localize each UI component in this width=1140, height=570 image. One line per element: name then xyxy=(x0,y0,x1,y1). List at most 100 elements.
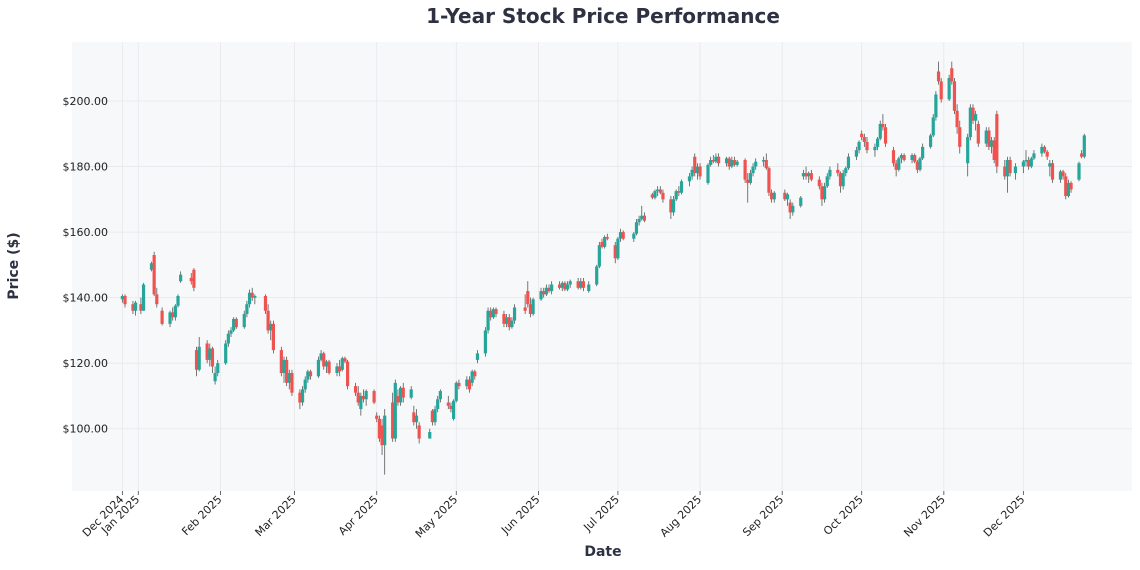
candle-down xyxy=(987,127,991,151)
candle-body xyxy=(823,186,827,200)
candle-up xyxy=(754,158,758,170)
candle-down xyxy=(971,104,975,124)
candle-body xyxy=(433,409,437,423)
candle-up xyxy=(801,169,805,180)
candle-body xyxy=(470,371,474,383)
candle-body xyxy=(595,266,599,285)
candle-up xyxy=(510,317,514,329)
candle-down xyxy=(770,189,774,203)
candle-body xyxy=(544,287,548,295)
x-tick-label: Jun 2025 xyxy=(498,493,542,537)
candle-up xyxy=(921,143,925,160)
candle-body xyxy=(192,269,196,288)
candle-body xyxy=(1008,159,1012,174)
candle-body xyxy=(1005,159,1010,177)
candle-up xyxy=(340,356,344,372)
candle-up xyxy=(791,202,795,216)
candle-body xyxy=(229,330,233,334)
candle-body xyxy=(152,255,156,295)
candle-up xyxy=(706,163,710,185)
candle-body xyxy=(316,359,321,377)
candle-body xyxy=(616,238,620,259)
candle-down xyxy=(396,389,400,406)
candle-body xyxy=(542,291,546,295)
candle-body xyxy=(253,295,257,298)
candle-down xyxy=(894,159,898,177)
candle-up xyxy=(632,232,636,242)
y-tick-label: $140.00 xyxy=(63,292,109,305)
candle-up xyxy=(751,163,755,177)
candle-down xyxy=(417,422,421,444)
candle-down xyxy=(171,307,175,321)
candle-down xyxy=(507,314,511,331)
candle-body xyxy=(746,179,750,183)
candle-down xyxy=(131,300,135,315)
candle-body xyxy=(579,281,583,288)
candle-body xyxy=(878,123,882,139)
candle-body xyxy=(290,373,294,393)
candle-body xyxy=(1003,166,1007,177)
candle-body xyxy=(446,402,450,406)
candle-body xyxy=(1048,163,1052,167)
candle-body xyxy=(454,382,458,401)
candle-down xyxy=(995,110,999,174)
candle-down xyxy=(581,277,586,292)
candle-body xyxy=(306,371,310,380)
candle-up xyxy=(245,300,249,318)
candle-body xyxy=(1021,161,1025,167)
candle-body xyxy=(173,305,177,318)
candle-body xyxy=(1064,176,1068,197)
candle-body xyxy=(743,159,747,180)
candle-up xyxy=(876,137,880,151)
candle-up xyxy=(634,218,639,236)
candle-body xyxy=(669,199,673,213)
candle-body xyxy=(245,304,249,315)
candle-body xyxy=(732,159,737,165)
candle-up xyxy=(436,395,440,413)
x-tick-label: Oct 2025 xyxy=(821,493,866,538)
candle-body xyxy=(931,117,935,136)
candle-down xyxy=(838,171,843,193)
candle-down xyxy=(717,153,721,167)
candle-up xyxy=(828,166,832,180)
candle-down xyxy=(743,158,747,183)
candle-up xyxy=(539,287,543,301)
candle-up xyxy=(899,153,904,164)
candle-up xyxy=(674,189,678,201)
candle-body xyxy=(300,389,305,403)
candle-body xyxy=(550,284,554,292)
candle-down xyxy=(836,163,840,177)
candle-up xyxy=(679,179,684,195)
candle-body xyxy=(287,373,291,383)
candle-body xyxy=(507,317,511,328)
candle-body xyxy=(857,141,861,151)
candle-body xyxy=(436,399,440,410)
candle-down xyxy=(1050,159,1055,183)
candle-down xyxy=(1003,159,1007,180)
candle-down xyxy=(152,251,156,296)
candle-body xyxy=(359,395,363,410)
candle-down xyxy=(391,392,395,442)
candle-down xyxy=(732,156,737,167)
candle-down xyxy=(489,307,493,321)
candle-down xyxy=(1061,169,1065,180)
candle-down xyxy=(576,277,580,290)
candle-body xyxy=(860,133,864,138)
candle-down xyxy=(746,173,750,203)
candle-down xyxy=(881,114,885,131)
candle-body xyxy=(881,123,885,128)
candle-body xyxy=(327,361,331,374)
x-tick-label: Jul 2025 xyxy=(580,493,622,535)
candle-body xyxy=(828,169,832,177)
candle-down xyxy=(542,287,546,298)
y-tick-label: $160.00 xyxy=(63,226,109,239)
candle-up xyxy=(229,327,233,337)
candle-down xyxy=(913,153,917,164)
candle-up xyxy=(438,389,442,403)
candle-body xyxy=(730,159,734,167)
candle-up xyxy=(433,405,437,426)
candle-up xyxy=(316,356,321,378)
candle-body xyxy=(955,110,959,128)
candle-body xyxy=(807,173,811,177)
candle-down xyxy=(412,405,416,426)
